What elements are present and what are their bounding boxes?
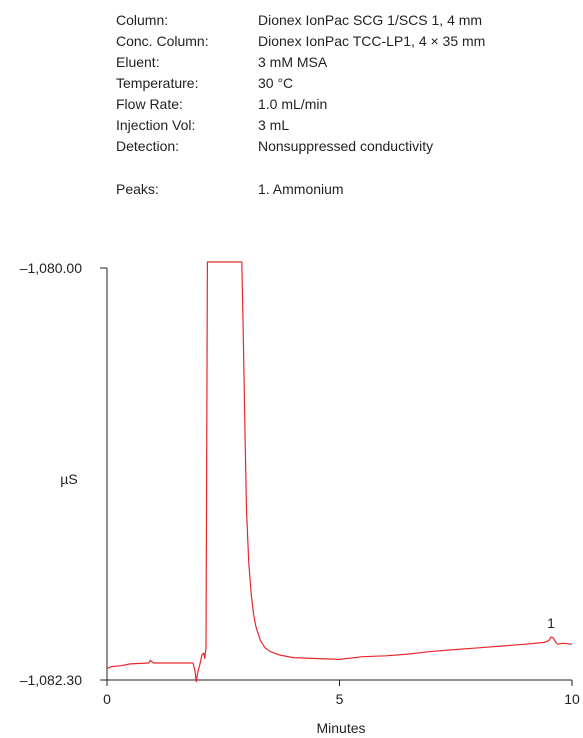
condition-value: Nonsuppressed conductivity [258, 138, 434, 154]
y-tick-label: –1,082.30 [20, 672, 82, 688]
condition-conc-column: Conc. Column: Dionex IonPac TCC-LP1, 4 ×… [0, 33, 583, 53]
chromatogram-trace-layer: 1 [106, 261, 573, 683]
condition-label: Eluent: [116, 54, 160, 70]
condition-eluent: Eluent: 3 mM MSA [0, 54, 583, 74]
x-tick-label: 10 [564, 691, 580, 707]
condition-detection: Detection: Nonsuppressed conductivity [0, 138, 583, 158]
chromatography-conditions: Column: Dionex IonPac SCG 1/SCS 1, 4 mm … [0, 0, 583, 240]
peaks-row: Peaks: 1. Ammonium [0, 181, 583, 201]
condition-label: Injection Vol: [116, 117, 196, 133]
x-tick-label: 0 [103, 691, 111, 707]
condition-value: 3 mM MSA [258, 54, 328, 70]
condition-injection-vol: Injection Vol: 3 mL [0, 117, 583, 137]
peak-label: 1 [547, 615, 555, 631]
condition-label: Flow Rate: [116, 96, 183, 112]
condition-flow-rate: Flow Rate: 1.0 mL/min [0, 96, 583, 116]
peaks-label: Peaks: [116, 181, 159, 197]
condition-label: Column: [116, 12, 169, 28]
condition-value: Dionex IonPac SCG 1/SCS 1, 4 mm [258, 12, 483, 28]
condition-value: 3 mL [258, 117, 290, 133]
chromatogram-trace [106, 261, 573, 683]
chart-ticks: 0 5 10 –1,080.00 –1,082.30 [20, 260, 580, 707]
condition-temperature: Temperature: 30 °C [0, 75, 583, 95]
condition-label: Detection: [116, 138, 180, 154]
condition-label: Conc. Column: [116, 33, 209, 49]
y-tick-label: –1,080.00 [20, 260, 82, 276]
condition-value: Dionex IonPac TCC-LP1, 4 × 35 mm [258, 33, 486, 49]
x-axis-label: Minutes [316, 720, 365, 736]
y-axis-label: µS [60, 471, 77, 487]
condition-value: 30 °C [258, 75, 294, 91]
condition-label: Temperature: [116, 75, 199, 91]
condition-value: 1.0 mL/min [258, 96, 328, 112]
condition-column: Column: Dionex IonPac SCG 1/SCS 1, 4 mm [0, 12, 583, 32]
peaks-value: 1. Ammonium [258, 181, 344, 197]
chart-axes [106, 268, 572, 681]
x-tick-label: 5 [336, 691, 344, 707]
